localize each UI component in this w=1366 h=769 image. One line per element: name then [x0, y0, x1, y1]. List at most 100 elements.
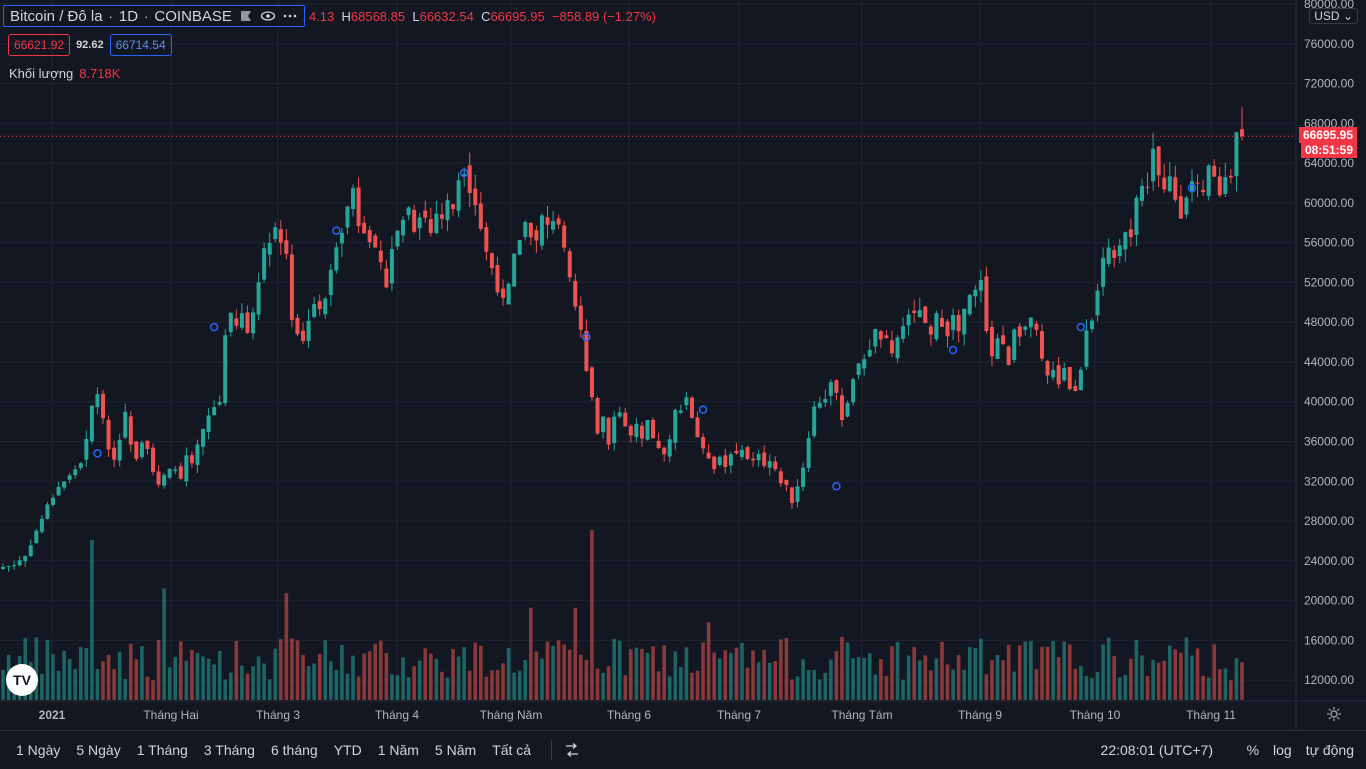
- event-marker: [93, 449, 102, 458]
- volume-bar: [256, 656, 261, 700]
- volume-bar: [962, 669, 966, 700]
- candle-body: [556, 218, 561, 225]
- candle-body: [167, 468, 172, 478]
- range-button[interactable]: 6 tháng: [270, 742, 318, 758]
- candle-body: [651, 419, 656, 439]
- candle-body: [1139, 185, 1144, 201]
- settings-gear-icon[interactable]: [1326, 706, 1342, 722]
- candle-body: [706, 452, 711, 459]
- range-button[interactable]: 5 Năm: [434, 742, 477, 758]
- candle-body: [1167, 176, 1172, 192]
- volume-bar: [556, 640, 561, 700]
- currency-label[interactable]: USD: [1314, 9, 1340, 23]
- volume-bar: [623, 675, 628, 700]
- auto-scale-toggle[interactable]: tự động: [1305, 742, 1354, 758]
- candle-body: [545, 217, 550, 225]
- ask-price[interactable]: 66714.54: [109, 34, 172, 56]
- candle-body: [112, 447, 117, 460]
- volume-bar: [529, 607, 533, 700]
- clock[interactable]: 22:08:01 (UTC+7): [1100, 742, 1213, 758]
- symbol-name[interactable]: Bitcoin / Đô la: [10, 7, 103, 25]
- more-icon[interactable]: [282, 8, 298, 24]
- date-range-icon[interactable]: [564, 742, 580, 758]
- range-button[interactable]: 1 Ngày: [16, 742, 61, 758]
- volume-bar: [206, 658, 211, 700]
- y-tick-label: 12000.00: [1304, 673, 1354, 687]
- candle-body: [467, 165, 472, 194]
- range-button[interactable]: 5 Ngày: [76, 742, 121, 758]
- candle-body: [912, 310, 917, 314]
- tradingview-logo[interactable]: TV: [6, 664, 38, 696]
- volume-bar: [406, 677, 411, 700]
- volume-bar: [1195, 648, 1200, 700]
- eye-icon[interactable]: [260, 8, 276, 24]
- candle-body: [1156, 146, 1161, 176]
- candle-body: [534, 230, 539, 241]
- log-toggle[interactable]: log: [1273, 742, 1292, 758]
- candle-body: [451, 204, 456, 210]
- candle-body: [645, 420, 650, 440]
- range-button[interactable]: 3 Tháng: [203, 742, 255, 758]
- range-button[interactable]: 1 Năm: [377, 742, 419, 758]
- volume-bar: [1001, 660, 1005, 700]
- candle-body: [973, 289, 978, 297]
- candle-body: [356, 187, 361, 227]
- candle-body: [1134, 197, 1139, 235]
- volume-bar: [495, 670, 500, 700]
- volume-bar: [484, 676, 489, 700]
- currency-selector[interactable]: USD ⌄: [1309, 8, 1358, 24]
- percent-toggle[interactable]: %: [1246, 742, 1260, 758]
- volume-bar: [345, 673, 350, 700]
- candle-body: [401, 219, 406, 236]
- y-tick-label: 60000.00: [1304, 196, 1354, 210]
- candle-body: [639, 425, 644, 439]
- range-button[interactable]: YTD: [333, 742, 362, 758]
- symbol-box[interactable]: Bitcoin / Đô la · 1D · COINBASE: [3, 5, 305, 27]
- volume-bar: [145, 676, 150, 700]
- candle-body: [1073, 385, 1078, 391]
- candle-body: [984, 276, 989, 332]
- volume-bar: [262, 663, 266, 700]
- range-button[interactable]: 1 Tháng: [136, 742, 188, 758]
- volume-bar: [690, 672, 694, 700]
- candle-body: [206, 415, 211, 432]
- y-tick-label: 52000.00: [1304, 275, 1354, 289]
- volume-bar: [723, 650, 728, 700]
- interval-label[interactable]: 1D: [118, 7, 139, 25]
- flag-icon[interactable]: [238, 8, 254, 24]
- volume-bar: [956, 655, 961, 700]
- bid-price[interactable]: 66621.92: [8, 34, 71, 56]
- volume-bar: [1056, 657, 1061, 700]
- volume-bar: [612, 638, 616, 700]
- candle-body: [251, 312, 256, 334]
- candle-body: [695, 417, 700, 438]
- volume-bar: [173, 657, 178, 700]
- y-tick-label: 20000.00: [1304, 594, 1354, 608]
- volume-bar: [717, 658, 722, 700]
- high-label: H: [341, 8, 351, 24]
- volume-bar: [990, 660, 994, 700]
- volume-bar: [290, 638, 294, 700]
- candle-body: [967, 294, 972, 315]
- volume-bar: [1090, 677, 1094, 700]
- candle-body: [106, 419, 111, 450]
- candle-body: [928, 326, 933, 335]
- y-tick-label: 76000.00: [1304, 37, 1354, 51]
- ohlc-values: 4.13 H 68568.85 L 66632.54 C 66695.95 −858.…: [309, 9, 656, 24]
- volume-bar: [634, 647, 639, 700]
- volume-bar: [884, 676, 889, 700]
- candle-body: [84, 438, 89, 460]
- volume-bar: [90, 539, 94, 700]
- candle-body: [1056, 365, 1061, 385]
- volume-bar: [784, 638, 789, 700]
- price-chart[interactable]: 80000.00 76000.00 72000.00 68000.00 64000.00…: [0, 0, 1366, 730]
- volume-value: 8.718K: [79, 66, 121, 81]
- volume-bar: [567, 649, 572, 700]
- candle-body: [817, 402, 822, 408]
- volume-bar: [162, 588, 166, 700]
- volume-bar: [395, 675, 400, 700]
- candle-body: [1039, 331, 1044, 359]
- candle-body: [1001, 335, 1006, 345]
- volume-bar: [301, 655, 305, 700]
- range-button[interactable]: Tất cả: [492, 742, 532, 758]
